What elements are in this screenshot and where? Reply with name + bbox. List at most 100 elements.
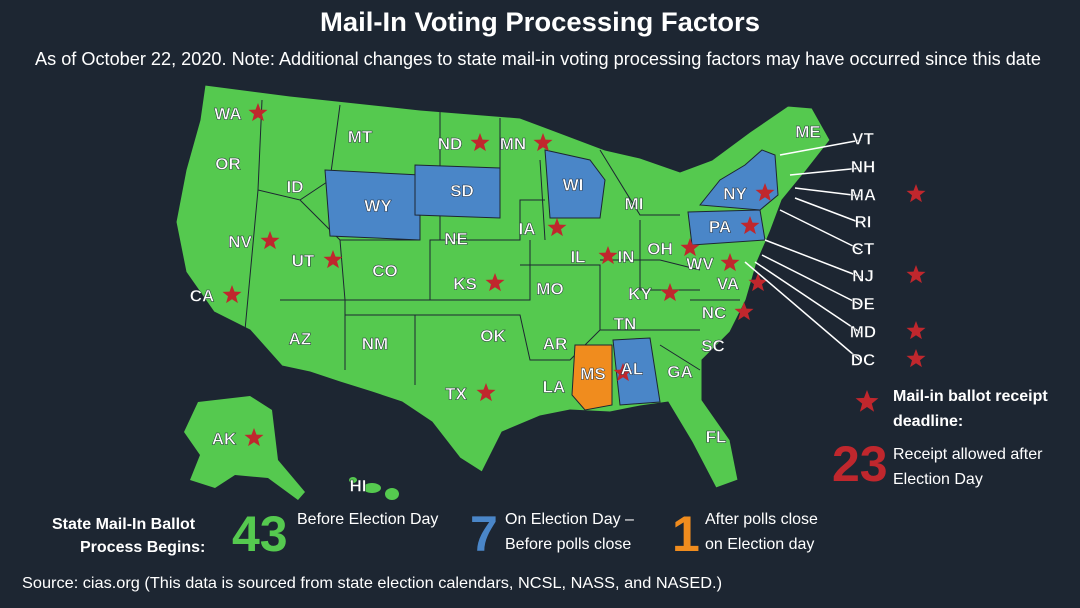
state-label: ME bbox=[795, 122, 821, 141]
legend-text: On Election Day – bbox=[505, 511, 634, 528]
state-label: NJ bbox=[852, 266, 874, 285]
deadline-star bbox=[680, 238, 700, 257]
leader-line bbox=[754, 261, 862, 334]
state-label: KY bbox=[628, 284, 652, 303]
legend-count: 7 bbox=[470, 506, 498, 562]
state-label: VT bbox=[852, 129, 874, 148]
source: Source: cias.org (This data is sourced f… bbox=[22, 575, 722, 592]
state-label: CT bbox=[852, 239, 875, 258]
deadline-star bbox=[222, 285, 242, 304]
deadline-star bbox=[740, 216, 760, 235]
us-map bbox=[175, 84, 831, 500]
state-label: LA bbox=[543, 377, 566, 396]
subtitle: As of October 22, 2020. Note: Additional… bbox=[35, 49, 1041, 69]
deadline-star bbox=[248, 103, 268, 122]
state-label: DE bbox=[851, 294, 875, 313]
state-label: MD bbox=[850, 322, 876, 341]
deadline-star bbox=[906, 349, 926, 368]
state-label: MO bbox=[536, 279, 563, 298]
state-shape bbox=[612, 337, 661, 406]
state-label: IA bbox=[519, 219, 536, 238]
state-label: SC bbox=[701, 336, 725, 355]
state-label: DC bbox=[851, 350, 876, 369]
deadline-star bbox=[720, 253, 740, 272]
state-label: WA bbox=[214, 104, 241, 123]
deadline-star bbox=[533, 133, 553, 152]
state-label: FL bbox=[706, 427, 727, 446]
legend-text: on Election day bbox=[705, 536, 814, 553]
deadline-star bbox=[547, 218, 567, 237]
state-label: UT bbox=[292, 251, 315, 270]
deadline-star bbox=[598, 246, 618, 265]
deadline-star bbox=[470, 133, 490, 152]
state-label: TX bbox=[445, 384, 467, 403]
state-label: NM bbox=[362, 334, 388, 353]
state-shape bbox=[544, 149, 606, 219]
legend-heading: Process Begins: bbox=[80, 539, 205, 556]
legend-heading: State Mail-In Ballot bbox=[52, 516, 196, 533]
title: Mail-In Voting Processing Factors bbox=[320, 7, 760, 37]
state-label: MT bbox=[348, 127, 373, 146]
deadline-star bbox=[260, 231, 280, 250]
deadline-star bbox=[906, 265, 926, 284]
state-label: NY bbox=[723, 184, 747, 203]
state-shape bbox=[699, 149, 779, 211]
deadline-star bbox=[906, 184, 926, 203]
state-label: IN bbox=[618, 247, 635, 266]
leader-line bbox=[779, 209, 862, 251]
state-label: AL bbox=[621, 359, 644, 378]
deadline-star bbox=[476, 383, 496, 402]
state-label: NC bbox=[702, 303, 727, 322]
leader-line bbox=[794, 197, 862, 224]
receipt-heading: Mail-in ballot receipt bbox=[893, 388, 1048, 405]
state-label: CA bbox=[190, 286, 215, 305]
state-label: OK bbox=[480, 326, 506, 345]
state-label: WV bbox=[686, 254, 714, 273]
legend-text: After polls close bbox=[705, 511, 818, 528]
state-shape bbox=[324, 169, 421, 241]
legend: 43 Before Election Day 7 On Election Day – B… bbox=[232, 506, 818, 562]
receipt-text: Election Day bbox=[893, 471, 983, 488]
map-hawaii bbox=[349, 477, 357, 483]
state-labels: WA OR ID MT WY ND SD MN WI MI NY PA NV UT CO NE IA IL IN OH… bbox=[189, 103, 926, 496]
state-label: MA bbox=[850, 185, 876, 204]
legend-text: Before Election Day bbox=[297, 511, 438, 528]
map-hawaii bbox=[363, 483, 381, 493]
map-hawaii bbox=[385, 488, 399, 500]
state-label: RI bbox=[855, 212, 872, 231]
state-label: OR bbox=[215, 154, 241, 173]
legend-count: 1 bbox=[672, 506, 700, 562]
state-label: GA bbox=[667, 362, 693, 381]
state-shape bbox=[571, 344, 613, 411]
state-label: IL bbox=[570, 247, 585, 266]
state-label: AK bbox=[212, 429, 237, 448]
state-label: WI bbox=[563, 175, 584, 194]
leader-line bbox=[761, 254, 862, 306]
receipt-heading: deadline: bbox=[893, 413, 963, 430]
state-label: KS bbox=[453, 274, 477, 293]
state-label: MN bbox=[500, 134, 526, 153]
state-label: OH bbox=[647, 239, 673, 258]
state-label: NV bbox=[228, 232, 252, 251]
receipt-count: 23 bbox=[832, 436, 888, 492]
deadline-star bbox=[660, 283, 680, 302]
leader-line bbox=[794, 187, 862, 197]
state-label: MS bbox=[580, 364, 606, 383]
state-label: TN bbox=[614, 314, 637, 333]
state-label: CO bbox=[372, 261, 398, 280]
state-shape bbox=[414, 164, 501, 219]
state-label: ND bbox=[438, 134, 463, 153]
leader-line bbox=[764, 239, 862, 278]
deadline-star bbox=[734, 302, 754, 321]
state-label: SD bbox=[450, 181, 474, 200]
legend-text: Before polls close bbox=[505, 536, 631, 553]
legend-count: 43 bbox=[232, 506, 288, 562]
leader-line bbox=[779, 139, 862, 156]
state-label: AR bbox=[543, 334, 568, 353]
map-alaska bbox=[184, 396, 305, 500]
state-label: HI bbox=[350, 476, 367, 495]
deadline-star bbox=[613, 363, 633, 382]
deadline-star bbox=[855, 390, 879, 412]
deadline-star bbox=[755, 183, 775, 202]
